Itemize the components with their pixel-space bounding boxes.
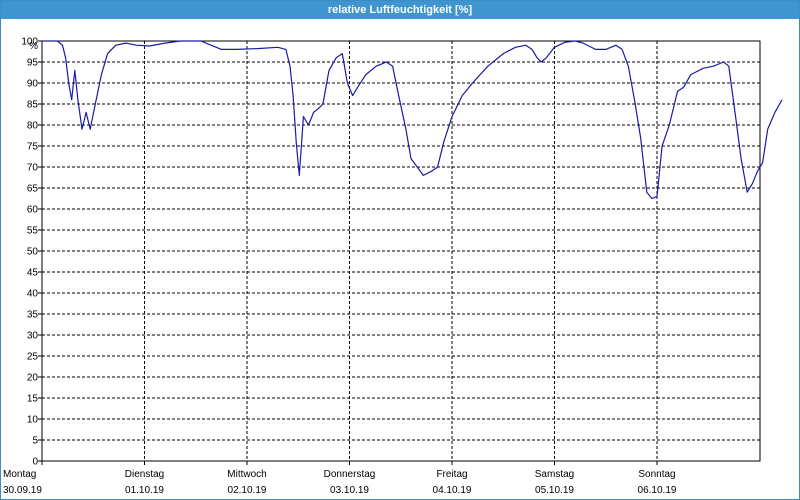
y-tick-label: 75	[27, 142, 39, 153]
y-tick-label: 70	[27, 163, 39, 174]
y-tick-label: 45	[27, 268, 39, 279]
y-tick-label: 25	[27, 352, 39, 363]
y-tick-label: 85	[27, 100, 39, 111]
y-tick-label: 40	[27, 289, 39, 300]
y-tick-label: 100	[21, 37, 38, 48]
y-tick-label: 35	[27, 310, 39, 321]
y-tick-label: 55	[27, 226, 39, 237]
y-tick-label: 50	[27, 247, 39, 258]
x-day-label: Montag	[3, 469, 36, 480]
x-day-label: Mittwoch	[227, 469, 266, 480]
y-tick-label: 5	[32, 436, 38, 447]
y-axis-unit: %	[29, 41, 38, 52]
y-tick-label: 10	[27, 415, 39, 426]
x-day-label: Sonntag	[638, 469, 675, 480]
x-date-label: 04.10.19	[433, 485, 472, 496]
chart-title: relative Luftfeuchtigkeit [%]	[1, 1, 799, 19]
y-tick-label: 90	[27, 79, 39, 90]
y-tick-label: 30	[27, 331, 39, 342]
y-tick-label: 95	[27, 58, 39, 69]
y-tick-label: 60	[27, 205, 39, 216]
x-date-label: 05.10.19	[535, 485, 574, 496]
x-day-label: Samstag	[535, 469, 574, 480]
y-tick-label: 65	[27, 184, 39, 195]
x-date-label: 01.10.19	[125, 485, 164, 496]
x-date-label: 02.10.19	[228, 485, 267, 496]
y-tick-label: 15	[27, 394, 39, 405]
y-tick-label: 20	[27, 373, 39, 384]
x-date-label: 03.10.19	[330, 485, 369, 496]
plot-border	[41, 40, 761, 462]
x-day-label: Dienstag	[125, 469, 164, 480]
y-tick-label: 0	[32, 457, 38, 468]
x-day-label: Donnerstag	[324, 469, 376, 480]
x-day-label: Freitag	[436, 469, 467, 480]
plot-area	[42, 41, 760, 461]
y-tick-label: 80	[27, 121, 39, 132]
x-date-label: 30.09.19	[3, 485, 42, 496]
x-date-label: 06.10.19	[638, 485, 677, 496]
humidity-series-line	[42, 40, 783, 200]
